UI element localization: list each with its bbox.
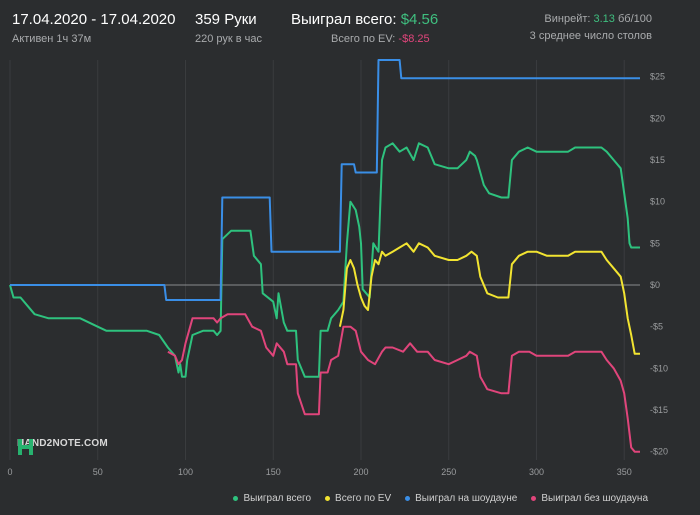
- legend-item-won-total[interactable]: Выиграл всего: [233, 493, 311, 504]
- series-line-3: [167, 313, 640, 453]
- winrate-label: Винрейт:: [544, 13, 594, 25]
- winrate-unit: бб/100: [614, 13, 652, 25]
- series-line-0: [9, 142, 640, 378]
- y-tick-label: $15: [650, 155, 665, 165]
- legend-label: Выиграл без шоудауна: [541, 493, 648, 504]
- y-tick-label: -$10: [650, 363, 668, 373]
- hands-count: 359 Руки: [195, 11, 257, 28]
- logo-text: HAND2NOTE.COM: [17, 438, 108, 449]
- x-tick-label: 50: [93, 467, 103, 477]
- legend-dot: [405, 496, 411, 501]
- chart-lines: [9, 59, 640, 453]
- hands-per-hour: 220 рук в час: [195, 33, 263, 45]
- series-line-2: [10, 59, 640, 301]
- x-tick-label: 200: [353, 467, 368, 477]
- chart-grid: [9, 60, 640, 460]
- x-tick-label: 350: [617, 467, 632, 477]
- x-tick-label: 0: [7, 467, 12, 477]
- total-won-label: Выиграл всего:: [291, 11, 401, 28]
- y-tick-label: $10: [650, 197, 665, 207]
- y-tick-label: $20: [650, 113, 665, 123]
- y-tick-label: -$20: [650, 447, 668, 457]
- hand2note-logo: HAND2NOTE.COM: [17, 438, 108, 455]
- x-tick-label: 300: [529, 467, 544, 477]
- legend-label: Выиграл на шоудауне: [415, 493, 518, 504]
- ev-total: Всего по EV: -$8.25: [331, 33, 430, 45]
- total-won: Выиграл всего: $4.56: [291, 11, 438, 29]
- legend-dot: [233, 496, 239, 501]
- legend-label: Выиграл всего: [243, 493, 312, 504]
- x-axis-ticks: 0 50 100 150 200 250 300 350: [7, 467, 631, 477]
- legend-item-showdown[interactable]: Выиграл на шоудауне: [405, 493, 517, 504]
- series-line-1: [338, 242, 640, 355]
- y-axis-ticks: $25 $20 $15 $10 $5 $0 -$5 -$10 -$15 -$20: [650, 72, 668, 457]
- logo-icon: [18, 439, 33, 455]
- x-tick-label: 150: [266, 467, 281, 477]
- legend-dot: [531, 496, 537, 501]
- chart-legend: Выиграл всего Всего по EV Выиграл на шоу…: [233, 493, 648, 504]
- ev-label: Всего по EV:: [331, 33, 399, 45]
- y-tick-label: -$5: [650, 322, 663, 332]
- total-won-value: $4.56: [400, 11, 439, 28]
- legend-item-non-showdown[interactable]: Выиграл без шоудауна: [531, 493, 648, 504]
- x-tick-label: 100: [178, 467, 193, 477]
- legend-dot: [325, 496, 331, 501]
- y-tick-label: $0: [650, 280, 660, 290]
- avg-tables: 3 среднее число столов: [529, 30, 652, 42]
- session-duration: Активен 1ч 37м: [12, 33, 92, 45]
- winrate: Винрейт: 3.13 бб/100: [544, 13, 652, 25]
- legend-item-ev[interactable]: Всего по EV: [325, 493, 391, 504]
- winrate-value: 3.13: [593, 13, 615, 25]
- ev-value: -$8.25: [398, 33, 430, 45]
- x-tick-label: 250: [441, 467, 456, 477]
- header: 17.04.2020 - 17.04.2020 Активен 1ч 37м 3…: [0, 0, 700, 52]
- y-tick-label: $5: [650, 238, 660, 248]
- date-range[interactable]: 17.04.2020 - 17.04.2020: [12, 11, 176, 28]
- y-tick-label: $25: [650, 72, 665, 82]
- y-tick-label: -$15: [650, 405, 668, 415]
- legend-label: Всего по EV: [335, 493, 392, 504]
